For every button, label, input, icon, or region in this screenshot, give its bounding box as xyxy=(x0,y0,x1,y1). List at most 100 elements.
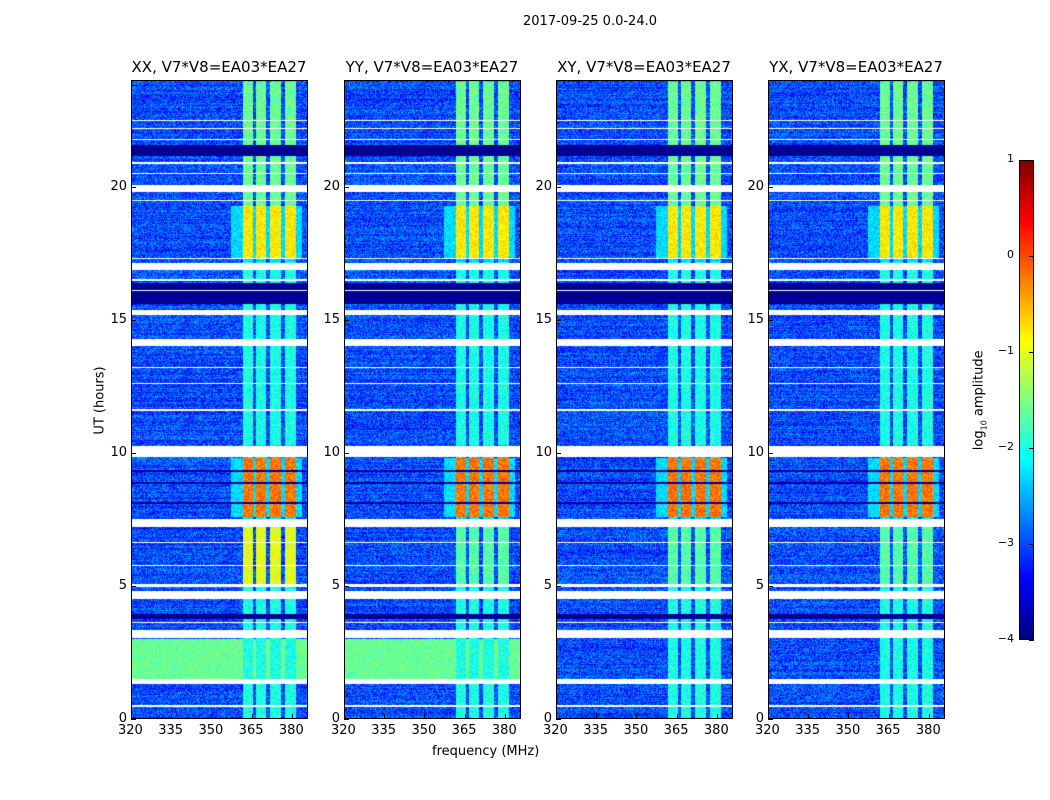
y-tick xyxy=(344,319,349,321)
y-axis-label: UT (hours) xyxy=(92,366,108,435)
x-axis-label: frequency (MHz) xyxy=(432,744,540,759)
colorbar-label-main: log xyxy=(971,430,987,451)
x-tick-label: 320 xyxy=(755,723,780,738)
panel-title: YX, V7*V8=EA03*EA27 xyxy=(769,58,943,76)
x-tick xyxy=(556,714,557,719)
x-tick-label: 350 xyxy=(835,723,861,738)
y-tick-label: 5 xyxy=(755,577,764,593)
x-tick xyxy=(596,714,598,719)
x-tick-label: 365 xyxy=(875,723,901,738)
heatmap-panel-2 xyxy=(556,80,733,719)
y-tick-label: 10 xyxy=(323,444,340,460)
colorbar-tick-label: 1 xyxy=(1007,152,1014,165)
colorbar-label-rest: amplitude xyxy=(971,350,987,421)
y-tick xyxy=(344,719,349,720)
x-tick xyxy=(768,714,769,719)
y-tick xyxy=(344,452,349,454)
x-tick-label: 365 xyxy=(238,723,264,738)
y-tick xyxy=(768,186,773,188)
colorbar-tick-label: −3 xyxy=(997,536,1014,549)
x-tick-label: 335 xyxy=(371,723,397,738)
y-tick-label: 5 xyxy=(543,577,552,593)
x-tick xyxy=(676,714,678,719)
colorbar-tick xyxy=(1029,256,1034,257)
x-tick xyxy=(808,714,810,719)
y-tick-label: 10 xyxy=(535,444,552,460)
x-tick xyxy=(636,714,638,719)
x-tick xyxy=(384,714,386,719)
x-tick xyxy=(291,714,293,719)
y-tick-label: 20 xyxy=(110,178,127,194)
y-tick xyxy=(768,719,773,720)
colorbar-label-sub: 10 xyxy=(979,420,989,431)
colorbar-tick-label: −2 xyxy=(997,440,1014,453)
y-tick xyxy=(556,452,561,454)
y-tick xyxy=(131,319,136,321)
y-tick-label: 20 xyxy=(323,178,340,194)
y-tick-label: 10 xyxy=(110,444,127,460)
y-tick-label: 20 xyxy=(747,178,764,194)
y-tick-label: 5 xyxy=(118,577,127,593)
x-tick-label: 320 xyxy=(543,723,568,738)
y-tick xyxy=(768,452,773,454)
colorbar-label: log10 amplitude xyxy=(972,340,989,460)
heatmap-cells xyxy=(769,81,944,718)
x-tick xyxy=(211,714,213,719)
panel-title: XX, V7*V8=EA03*EA27 xyxy=(131,58,307,76)
colorbar-tick xyxy=(1029,544,1034,545)
y-tick xyxy=(768,319,773,321)
x-tick xyxy=(344,714,345,719)
x-tick-label: 335 xyxy=(583,723,609,738)
x-tick-label: 380 xyxy=(915,723,941,738)
x-tick xyxy=(131,714,132,719)
y-tick xyxy=(131,719,136,720)
x-tick-label: 335 xyxy=(158,723,184,738)
y-tick-label: 15 xyxy=(323,311,340,327)
x-tick xyxy=(251,714,253,719)
x-tick xyxy=(848,714,850,719)
y-tick xyxy=(131,585,136,587)
x-tick-label: 365 xyxy=(663,723,689,738)
x-tick xyxy=(504,714,506,719)
y-tick xyxy=(768,585,773,587)
x-tick-label: 380 xyxy=(491,723,517,738)
colorbar-tick xyxy=(1029,160,1034,161)
colorbar xyxy=(1019,160,1034,640)
x-tick-label: 320 xyxy=(331,723,356,738)
y-tick xyxy=(344,585,349,587)
y-tick xyxy=(556,186,561,188)
x-tick xyxy=(888,714,890,719)
colorbar-tick xyxy=(1029,448,1034,449)
x-tick-label: 320 xyxy=(118,723,143,738)
figure-title: 2017-09-25 0.0-24.0 xyxy=(523,14,657,29)
y-tick-label: 15 xyxy=(110,311,127,327)
y-tick-label: 0 xyxy=(331,711,340,726)
x-tick-label: 380 xyxy=(278,723,304,738)
y-tick xyxy=(131,186,136,188)
colorbar-tick-label: −1 xyxy=(997,344,1014,357)
x-tick xyxy=(171,714,173,719)
x-tick-label: 350 xyxy=(411,723,437,738)
colorbar-tick xyxy=(1029,352,1034,353)
y-tick-label: 0 xyxy=(543,711,552,726)
y-tick-label: 15 xyxy=(535,311,552,327)
x-tick-label: 350 xyxy=(198,723,224,738)
y-tick xyxy=(556,719,561,720)
x-tick xyxy=(928,714,930,719)
heatmap-panel-0 xyxy=(131,80,308,719)
y-tick xyxy=(556,319,561,321)
y-tick xyxy=(131,452,136,454)
x-tick-label: 350 xyxy=(623,723,649,738)
heatmap-panel-1 xyxy=(344,80,521,719)
y-tick xyxy=(344,186,349,188)
heatmap-cells xyxy=(557,81,732,718)
colorbar-tick-label: −4 xyxy=(997,632,1014,645)
x-tick xyxy=(424,714,426,719)
x-tick-label: 335 xyxy=(795,723,821,738)
y-tick-label: 10 xyxy=(747,444,764,460)
heatmap-cells xyxy=(345,81,520,718)
x-tick-label: 365 xyxy=(451,723,477,738)
y-tick-label: 20 xyxy=(535,178,552,194)
colorbar-gradient xyxy=(1020,161,1033,639)
